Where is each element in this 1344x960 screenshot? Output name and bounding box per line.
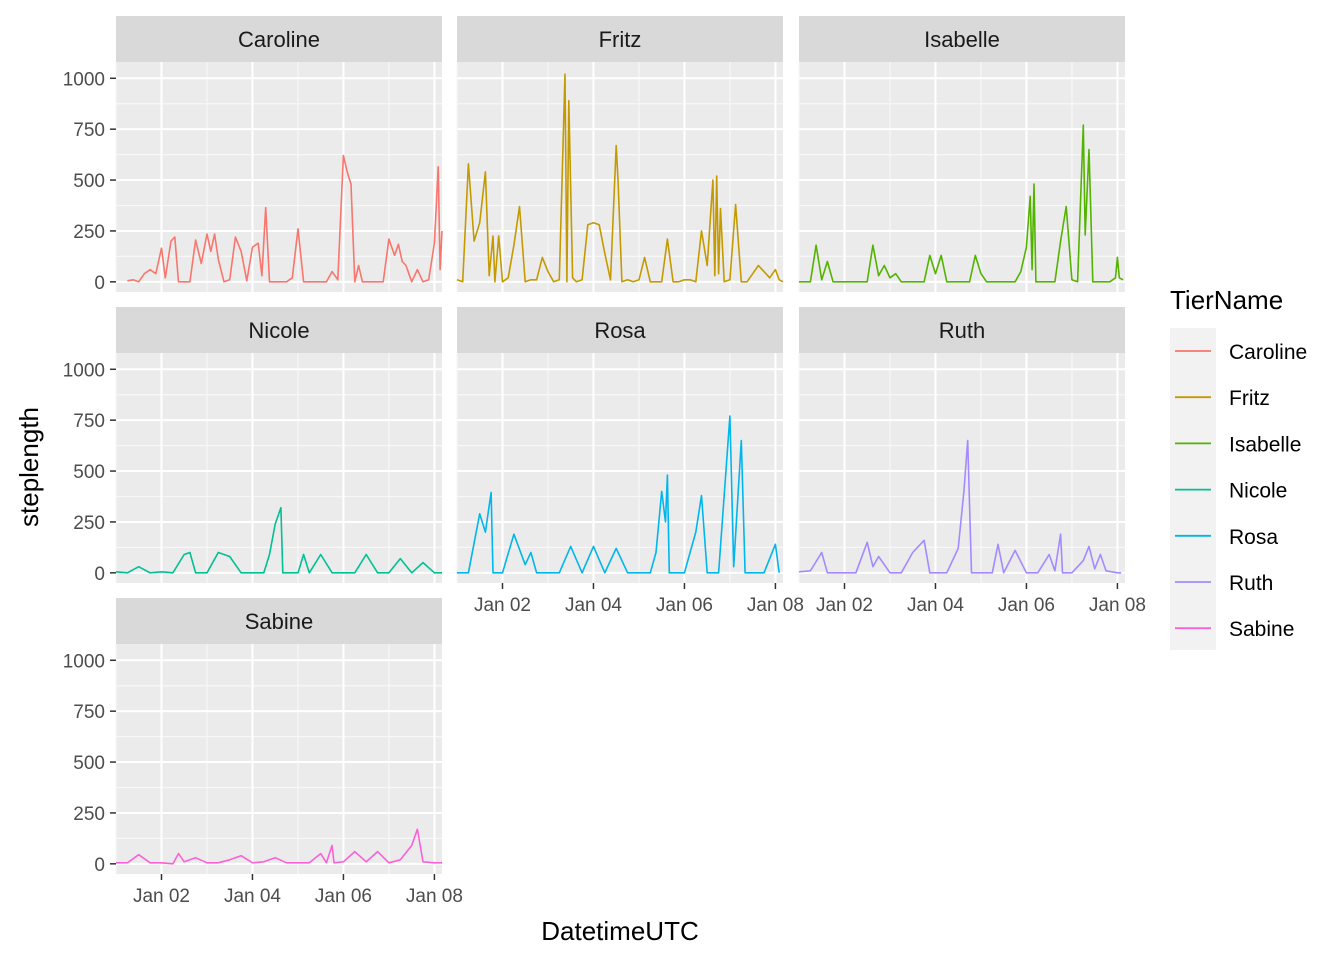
panel-background — [116, 62, 442, 292]
y-tick-label: 1000 — [63, 69, 105, 90]
legend-label: Caroline — [1229, 341, 1307, 364]
facet-panel-rosa: Rosa Jan 02 Jan 04 Jan 06 Jan 08 — [456, 307, 804, 616]
panel-background — [116, 644, 442, 874]
x-tick-label: Jan 04 — [907, 595, 964, 616]
panel-background — [799, 353, 1125, 583]
x-tick-label: Jan 02 — [816, 595, 873, 616]
x-tick-label: Jan 08 — [747, 595, 804, 616]
y-tick-label: 750 — [73, 120, 105, 141]
y-tick-label: 1000 — [63, 360, 105, 381]
legend-label: Rosa — [1229, 526, 1278, 549]
facet-panel-sabine: Sabine 0 250 500 750 1000 Jan 02 Jan 04 Jan 06 Ja… — [63, 598, 463, 907]
legend-label: Nicole — [1229, 480, 1287, 503]
y-tick-label: 0 — [94, 564, 105, 585]
legend-item-nicole: Nicole — [1175, 480, 1287, 503]
x-tick-label: Jan 08 — [406, 886, 463, 907]
series-line-fritz — [456, 73, 784, 283]
facet-strip-label: Sabine — [245, 609, 314, 634]
legend-item-fritz: Fritz — [1175, 387, 1270, 410]
y-tick-label: 250 — [73, 804, 105, 825]
x-tick-label: Jan 08 — [1089, 595, 1146, 616]
x-tick-label: Jan 04 — [565, 595, 622, 616]
facet-strip-caroline — [116, 16, 442, 62]
series-line-caroline — [127, 154, 443, 283]
legend-items: Caroline Fritz Isabelle Nicole Rosa Ruth Sabin… — [1175, 341, 1307, 641]
facet-strip-rosa — [457, 307, 783, 353]
series-line-sabine — [116, 828, 442, 865]
facet-strip-nicole — [116, 307, 442, 353]
facet-strip-label: Fritz — [599, 27, 642, 52]
y-axis-label: steplength — [14, 407, 44, 527]
legend-item-ruth: Ruth — [1175, 572, 1273, 595]
facet-strip-fritz — [457, 16, 783, 62]
legend-item-rosa: Rosa — [1175, 526, 1278, 549]
legend-item-caroline: Caroline — [1175, 341, 1307, 364]
facet-panel-caroline: Caroline 0 250 500 750 1000 — [63, 16, 443, 294]
legend-item-sabine: Sabine — [1175, 618, 1294, 641]
facet-strip-ruth — [799, 307, 1125, 353]
facet-panel-isabelle: Isabelle — [798, 16, 1125, 292]
y-tick-label: 1000 — [63, 651, 105, 672]
x-tick-label: Jan 06 — [998, 595, 1055, 616]
y-tick-label: 750 — [73, 702, 105, 723]
y-tick-label: 750 — [73, 411, 105, 432]
series-line-nicole — [115, 506, 442, 574]
panel-background — [116, 353, 442, 583]
series-line-ruth — [798, 439, 1122, 574]
x-axis-label: DatetimeUTC — [541, 916, 698, 946]
y-tick-label: 250 — [73, 222, 105, 243]
y-tick-label: 500 — [73, 753, 105, 774]
legend-label: Ruth — [1229, 572, 1273, 595]
x-tick-label: Jan 04 — [224, 886, 281, 907]
series-line-rosa — [457, 415, 780, 574]
facet-panels: Caroline 0 250 500 750 1000 Fritz Isabelle Nicol… — [63, 16, 1146, 907]
x-tick-label: Jan 02 — [133, 886, 190, 907]
facet-strip-label: Ruth — [939, 318, 985, 343]
facet-strip-label: Nicole — [248, 318, 309, 343]
y-tick-label: 500 — [73, 462, 105, 483]
facet-strip-sabine — [116, 598, 442, 644]
facet-strip-isabelle — [799, 16, 1125, 62]
y-tick-label: 500 — [73, 171, 105, 192]
panel-background — [799, 62, 1125, 292]
legend-title: TierName — [1170, 285, 1283, 315]
facet-panel-fritz: Fritz — [456, 16, 784, 292]
legend-label: Sabine — [1229, 618, 1294, 641]
facet-panel-ruth: Ruth Jan 02 Jan 04 Jan 06 Jan 08 — [798, 307, 1146, 616]
panel-background — [457, 62, 783, 292]
legend: TierName Caroline Fritz Isabelle Nicole Rosa… — [1170, 285, 1307, 650]
y-tick-label: 250 — [73, 513, 105, 534]
x-tick-label: Jan 02 — [474, 595, 531, 616]
facet-panel-nicole: Nicole 0 250 500 750 1000 — [63, 307, 442, 585]
legend-item-isabelle: Isabelle — [1175, 433, 1301, 456]
x-tick-label: Jan 06 — [315, 886, 372, 907]
x-tick-label: Jan 06 — [656, 595, 713, 616]
legend-label: Isabelle — [1229, 433, 1301, 456]
y-tick-label: 0 — [94, 273, 105, 294]
facet-strip-label: Isabelle — [924, 27, 1000, 52]
legend-label: Fritz — [1229, 387, 1270, 410]
facet-strip-label: Rosa — [594, 318, 646, 343]
y-tick-label: 0 — [94, 855, 105, 876]
series-line-isabelle — [799, 124, 1124, 283]
facet-strip-label: Caroline — [238, 27, 320, 52]
